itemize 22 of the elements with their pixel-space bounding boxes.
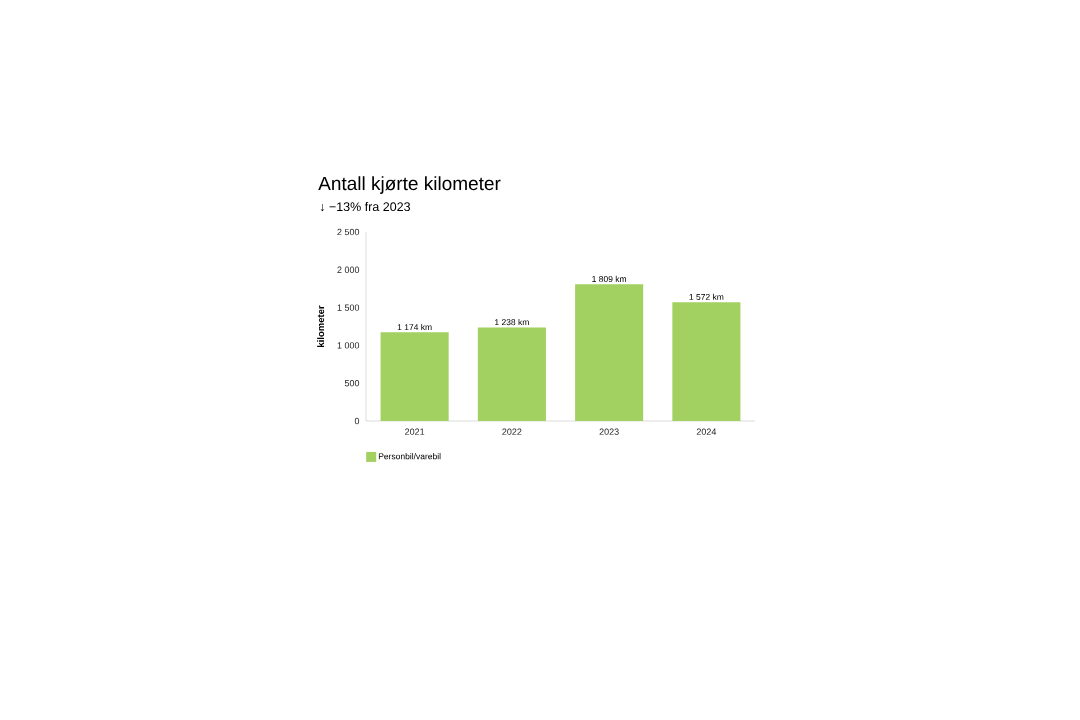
chart-title: Antall kjørte kilometer xyxy=(318,176,501,194)
chart-subtitle: ↓ −13% fra 2023 xyxy=(320,201,411,212)
x-tick-label: 2021 xyxy=(405,428,425,435)
y-axis-title: kilometer xyxy=(317,305,325,347)
x-tick-label: 2023 xyxy=(599,428,619,435)
y-tick-label: 500 xyxy=(344,380,360,387)
legend-label: Personbil/varebil xyxy=(378,453,441,460)
y-tick-label: 2 500 xyxy=(337,228,360,236)
bar xyxy=(380,332,449,421)
data-label: 1 809 km xyxy=(592,275,627,283)
y-tick-label: 0 xyxy=(354,417,360,425)
data-label: 1 238 km xyxy=(495,318,529,326)
bar xyxy=(672,302,741,421)
bar xyxy=(575,284,644,421)
x-tick-label: 2024 xyxy=(696,428,717,435)
data-label: 1 572 km xyxy=(689,293,724,300)
data-label: 1 174 km xyxy=(397,323,432,331)
y-tick-label: 2 000 xyxy=(337,266,360,273)
y-tick-label: 1 500 xyxy=(337,304,360,311)
x-tick-label: 2022 xyxy=(502,428,522,435)
y-tick-label: 1 000 xyxy=(337,342,360,349)
bar xyxy=(477,327,546,421)
